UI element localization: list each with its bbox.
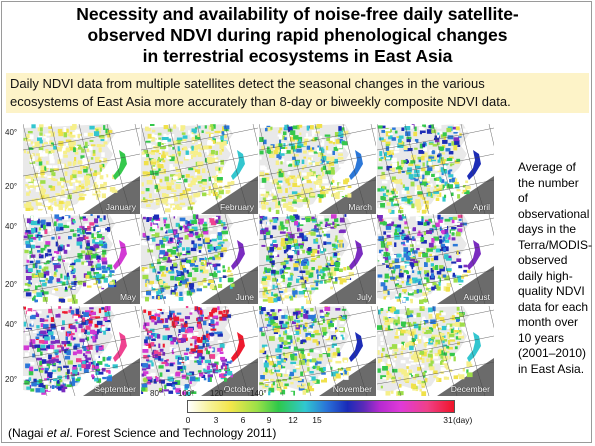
colorbar-tick: 3 [213, 415, 219, 425]
lon-label: 80° [150, 389, 163, 398]
map-image [141, 306, 258, 396]
lat-label: 20° [5, 280, 18, 289]
summary-line-1: Daily NDVI data from multiple satellites… [10, 76, 485, 91]
citation-suffix: . Forest Science and Technology 2011) [69, 426, 277, 440]
map-panel-october: October [141, 306, 258, 396]
citation: (Nagai et al. Forest Science and Technol… [8, 426, 276, 440]
map-image [259, 124, 376, 214]
map-month-label: April [472, 202, 490, 212]
colorbar-tick: 6 [240, 415, 246, 425]
map-panel-august: August [377, 214, 494, 304]
map-month-label: September [94, 384, 136, 394]
lon-label: 120° [210, 389, 227, 398]
map-month-label: February [219, 202, 254, 212]
lat-label: 40° [5, 128, 18, 137]
map-month-label: May [119, 292, 136, 302]
caption-line: in East Asia. [518, 361, 585, 376]
lat-label: 40° [5, 222, 18, 231]
map-image [377, 306, 494, 396]
caption-line: (2001–2010) [518, 346, 587, 360]
map-image [23, 214, 140, 304]
map-month-label: January [105, 202, 136, 212]
map-panel-february: February [141, 124, 258, 214]
caption-line: data for each [518, 299, 589, 314]
caption-line: Average of [518, 160, 576, 174]
map-image [259, 306, 376, 396]
map-panel-may: May [23, 214, 140, 304]
map-image [141, 214, 258, 304]
caption-line: month over [518, 315, 579, 329]
colorbar-tick: 15 [312, 415, 322, 425]
caption-line: quality NDVI [518, 284, 585, 298]
map-month-label: March [348, 202, 372, 212]
map-month-label: August [463, 292, 490, 302]
lat-label: 40° [5, 320, 18, 329]
summary-line-2: ecosystems of East Asia more accurately … [10, 94, 511, 109]
colorbar-unit: (day) [453, 415, 473, 425]
map-panel-july: July [259, 214, 376, 304]
summary-box: Daily NDVI data from multiple satellites… [6, 73, 589, 113]
title-line-2: observed NDVI during rapid phenological … [87, 25, 508, 45]
citation-prefix: (Nagai [8, 426, 47, 440]
figure-caption: Average of the number of observational d… [518, 160, 592, 377]
lon-label: 100° [178, 389, 195, 398]
title-line-3: in terrestrial ecosystems in East Asia [142, 46, 453, 66]
caption-line: observed [518, 253, 568, 267]
caption-line: days in the [518, 222, 577, 236]
colorbar-tick: 9 [266, 415, 272, 425]
map-image [141, 124, 258, 214]
map-panel-april: April [377, 124, 494, 214]
citation-italic: et al [46, 426, 70, 440]
caption-line: Terra/MODIS- [518, 237, 593, 252]
title-line-1: Necessity and availability of noise-free… [76, 4, 519, 24]
lat-label: 20° [5, 375, 18, 384]
colorbar-tick: 12 [288, 415, 298, 425]
caption-line: observational [518, 206, 590, 221]
map-month-label: November [332, 384, 372, 394]
colorbar-tick: 0 [185, 415, 191, 425]
map-panel-march: March [259, 124, 376, 214]
map-panel-december: December [377, 306, 494, 396]
map-month-label: October [223, 384, 254, 394]
map-panel-november: November [259, 306, 376, 396]
map-image [259, 214, 376, 304]
map-month-label: July [356, 292, 372, 302]
lon-label: 140° [250, 389, 267, 398]
map-image [377, 214, 494, 304]
map-image [23, 124, 140, 214]
map-month-label: December [450, 384, 490, 394]
caption-line: 10 years [518, 330, 565, 345]
caption-line: daily high- [518, 268, 573, 283]
map-panel-june: June [141, 214, 258, 304]
colorbar [187, 400, 455, 413]
map-panel-september: September [23, 306, 140, 396]
caption-line: the number of [518, 175, 579, 206]
colorbar-tick: 31 [443, 415, 453, 425]
slide-title: Necessity and availability of noise-free… [0, 4, 595, 67]
map-panel-january: January [23, 124, 140, 214]
lat-label: 20° [5, 182, 18, 191]
map-image [377, 124, 494, 214]
map-image [23, 306, 140, 396]
map-month-label: June [235, 292, 254, 302]
